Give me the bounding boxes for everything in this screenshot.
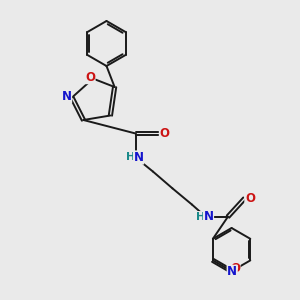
Text: N: N [203,210,214,223]
Text: N: N [134,151,144,164]
Text: O: O [230,262,240,275]
Text: O: O [85,70,95,84]
Text: O: O [245,192,255,205]
Text: N: N [227,265,237,278]
Text: H: H [196,212,206,222]
Text: H: H [127,152,136,163]
Text: N: N [61,89,72,103]
Text: O: O [159,127,170,140]
